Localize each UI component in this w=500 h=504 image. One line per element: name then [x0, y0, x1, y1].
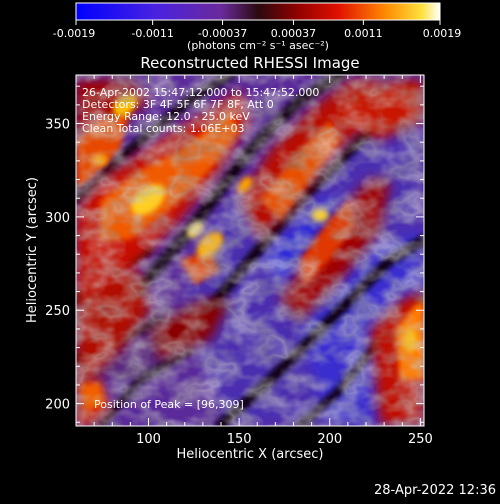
colorbar: -0.0019 -0.0011 -0.00037 0.00037 0.0011 0.001… — [53, 2, 462, 52]
colorbar-tick-label: 0.0019 — [423, 27, 462, 40]
x-axis-label: Heliocentric X (arcsec) — [177, 447, 324, 462]
colorbar-tick-label: 0.0011 — [344, 27, 383, 40]
y-axis-label: Heliocentric Y (arcsec) — [25, 177, 40, 323]
colorbar-units: (photons cm⁻² s⁻¹ asec⁻²) — [187, 39, 329, 52]
annotation-clean-counts: Clean Total counts: 1.06E+03 — [82, 122, 245, 135]
plot-frame — [75, 74, 425, 427]
y-tick-label: 300 — [45, 211, 70, 226]
colorbar-tick-label: -0.0019 — [53, 27, 95, 40]
annotations: 26-Apr-2002 15:47:12.000 to 15:47:52.000… — [82, 86, 319, 135]
x-tick-label: 200 — [317, 432, 342, 447]
x-tick-label: 250 — [408, 432, 433, 447]
x-tick-label: 100 — [136, 432, 161, 447]
footer-timestamp: 28-Apr-2022 12:36 — [374, 483, 496, 498]
colorbar-tick-label: -0.0011 — [131, 27, 173, 40]
colorbar-gradient — [75, 2, 441, 21]
colorbar-tick-label: -0.00037 — [198, 27, 247, 40]
y-tick-label: 350 — [45, 118, 70, 133]
y-axis: 200 250 300 350 — [45, 85, 424, 423]
annotation-detectors: Detectors: 3F 4F 5F 6F 7F 8F, Att 0 — [82, 98, 274, 111]
chart-title: Reconstructed RHESSI Image — [140, 54, 359, 72]
annotation-energy-range: Energy Range: 12.0 - 25.0 keV — [82, 110, 250, 123]
colorbar-tick-label: 0.00037 — [271, 27, 317, 40]
annotation-time-range: 26-Apr-2002 15:47:12.000 to 15:47:52.000 — [82, 86, 319, 99]
heatmap-image — [76, 75, 424, 426]
peak-position-label: Position of Peak = [96,309] — [94, 398, 244, 411]
x-tick-label: 150 — [227, 432, 252, 447]
y-tick-label: 250 — [45, 304, 70, 319]
y-tick-label: 200 — [45, 398, 70, 413]
